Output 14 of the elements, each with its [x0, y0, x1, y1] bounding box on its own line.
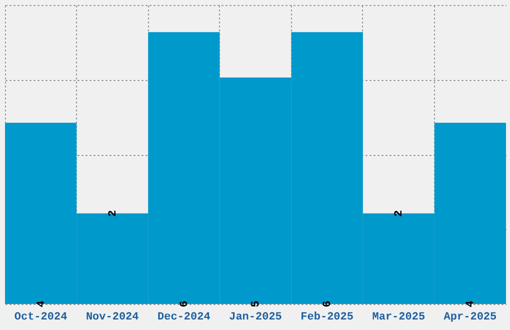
x-tick-label: Nov-2024: [86, 312, 140, 324]
x-tick-label: Oct-2024: [14, 312, 68, 324]
x-tick-label: Apr-2025: [444, 312, 498, 324]
data-label: 6: [322, 300, 334, 308]
x-tick-label: Feb-2025: [300, 312, 354, 324]
data-label: 4: [36, 300, 48, 308]
x-tick-label: Mar-2025: [372, 312, 426, 324]
x-tick-label: Dec-2024: [158, 312, 211, 324]
x-tick-label: Jan-2025: [229, 312, 282, 324]
data-label: 6: [178, 300, 191, 308]
data-label: 5: [250, 300, 262, 308]
data-label: 4: [465, 300, 478, 308]
data-label: 2: [107, 210, 120, 217]
data-label: 2: [394, 210, 406, 217]
